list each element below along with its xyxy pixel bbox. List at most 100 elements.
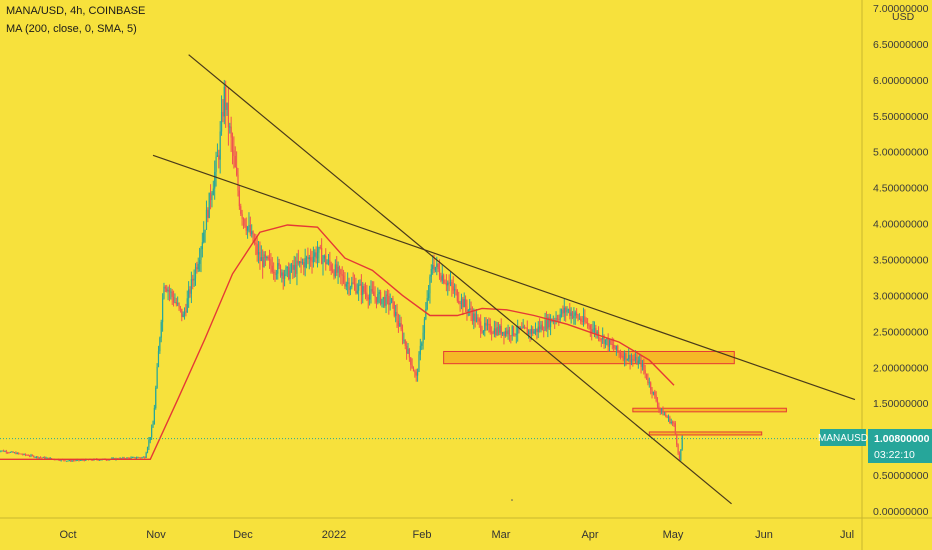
time-axis-ticks[interactable]: Oct Nov Dec 2022 Feb Mar Apr May Jun Jul bbox=[59, 529, 854, 541]
candle-body bbox=[289, 270, 291, 280]
candle-body bbox=[190, 279, 192, 294]
candle-body bbox=[415, 372, 417, 376]
candle-body bbox=[39, 457, 42, 459]
candle-body bbox=[137, 457, 139, 459]
candle-body bbox=[97, 459, 99, 461]
candle-body bbox=[655, 395, 657, 402]
x-tick-label: Nov bbox=[146, 529, 166, 541]
candle-body bbox=[307, 257, 309, 260]
candle-body bbox=[363, 286, 365, 292]
candle-body bbox=[366, 292, 368, 298]
candle-body bbox=[274, 272, 276, 275]
candle-body bbox=[175, 302, 177, 305]
candle-body bbox=[633, 359, 635, 361]
candle-body bbox=[234, 156, 236, 168]
candle-body bbox=[166, 288, 168, 292]
candle-body bbox=[462, 298, 464, 308]
candle-body bbox=[496, 327, 498, 335]
support-zone bbox=[632, 407, 787, 413]
candle-body bbox=[81, 459, 83, 461]
candle-body bbox=[469, 308, 471, 310]
candle-body bbox=[262, 257, 264, 267]
candle-body bbox=[259, 252, 261, 262]
candle-body bbox=[197, 263, 199, 270]
candle-body bbox=[671, 422, 674, 423]
candle-body bbox=[581, 321, 583, 322]
candle-body bbox=[495, 328, 497, 335]
candle-body bbox=[656, 401, 659, 407]
candle-body bbox=[188, 289, 190, 299]
candle-body bbox=[7, 452, 9, 454]
candle-body bbox=[371, 289, 373, 292]
candle-body bbox=[639, 359, 641, 361]
candle-body bbox=[407, 349, 409, 354]
candle-body bbox=[662, 409, 664, 416]
candle-body bbox=[215, 156, 217, 172]
plot-area[interactable] bbox=[0, 0, 862, 518]
candle-body bbox=[199, 260, 201, 264]
candle-body bbox=[416, 371, 419, 376]
candle-body bbox=[522, 326, 524, 329]
candle-body bbox=[397, 321, 400, 327]
candle-body bbox=[511, 326, 513, 336]
candle-body bbox=[521, 327, 523, 329]
candle-body bbox=[270, 259, 272, 266]
candle-body bbox=[404, 339, 406, 346]
candle-body bbox=[141, 457, 143, 458]
candle-body bbox=[15, 452, 17, 455]
candle-body bbox=[555, 317, 557, 321]
candle-body bbox=[444, 282, 446, 284]
candle-body bbox=[673, 422, 675, 424]
candle-body bbox=[480, 321, 482, 332]
candle-body bbox=[474, 313, 476, 322]
candle-body bbox=[229, 126, 231, 128]
ticker-badge-bg bbox=[820, 429, 866, 446]
candle-series bbox=[0, 79, 683, 462]
candle-body bbox=[171, 291, 173, 297]
candle-body bbox=[178, 303, 180, 307]
candle-body bbox=[310, 257, 312, 261]
indicator-title[interactable]: MA (200, close, 0, SMA, 5) bbox=[6, 23, 137, 35]
candle-body bbox=[42, 457, 44, 458]
trendline[interactable] bbox=[188, 54, 732, 505]
candle-body bbox=[87, 459, 90, 461]
candle-body bbox=[447, 282, 449, 286]
candle-body bbox=[71, 460, 73, 462]
candle-body bbox=[13, 452, 16, 454]
candle-body bbox=[127, 457, 129, 459]
candle-body bbox=[107, 459, 109, 461]
candle-body bbox=[471, 313, 474, 321]
candle-body bbox=[610, 339, 612, 344]
candle-body bbox=[347, 282, 349, 284]
candle-body bbox=[131, 457, 134, 459]
candle-body bbox=[242, 218, 245, 220]
candle-body bbox=[525, 327, 527, 329]
candle-body bbox=[105, 459, 107, 461]
candle-body bbox=[67, 460, 69, 462]
candle-body bbox=[203, 232, 205, 243]
candle-body bbox=[314, 252, 316, 257]
x-tick-label: 2022 bbox=[322, 529, 346, 541]
candle-body bbox=[126, 457, 128, 459]
candle-body bbox=[395, 312, 397, 316]
candle-body bbox=[488, 323, 490, 325]
candle-body bbox=[5, 451, 7, 453]
moving-average-line bbox=[0, 224, 675, 460]
candle-body bbox=[369, 294, 371, 300]
chart-dot bbox=[511, 499, 513, 501]
candle-body bbox=[585, 321, 587, 323]
candle-body bbox=[251, 231, 253, 235]
candle-body bbox=[422, 332, 424, 344]
support-zone bbox=[648, 431, 763, 436]
candle-body bbox=[98, 459, 101, 461]
candle-body bbox=[499, 325, 501, 333]
trendline[interactable] bbox=[152, 154, 856, 401]
price-axis-ticks[interactable]: 7.00000000 6.50000000 6.00000000 5.50000000… bbox=[873, 3, 929, 518]
candle-body bbox=[156, 367, 158, 388]
candle-body bbox=[547, 317, 549, 329]
candle-body bbox=[377, 294, 379, 303]
symbol-title[interactable]: MANA/USD, 4h, COINBASE bbox=[6, 5, 146, 17]
candle-body bbox=[440, 276, 442, 281]
candle-body bbox=[41, 457, 43, 459]
